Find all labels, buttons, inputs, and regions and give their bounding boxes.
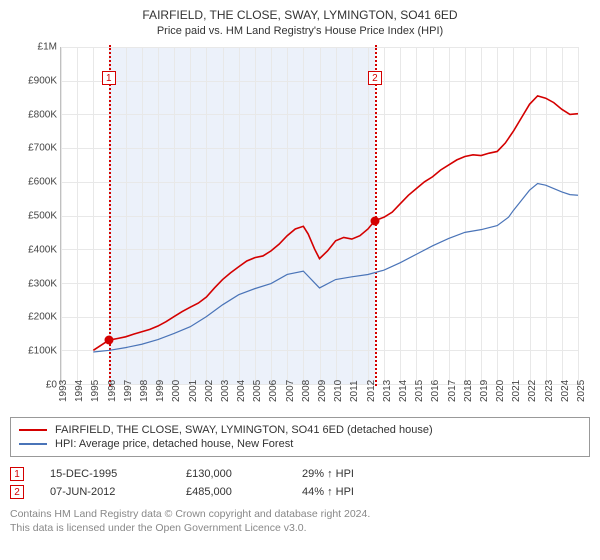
x-tick-label: 2014 <box>398 380 409 402</box>
event-date-2: 07-JUN-2012 <box>50 486 160 498</box>
events-table: 1 15-DEC-1995 £130,000 29% ↑ HPI 2 07-JU… <box>10 465 590 501</box>
legend-row-property: FAIRFIELD, THE CLOSE, SWAY, LYMINGTON, S… <box>19 423 581 437</box>
x-tick-label: 1994 <box>74 380 85 402</box>
event-badge-2: 2 <box>10 485 24 499</box>
x-tick-label: 1995 <box>90 380 101 402</box>
x-tick-label: 2006 <box>268 380 279 402</box>
footer-line-1: Contains HM Land Registry data © Crown c… <box>10 507 590 521</box>
gridline-v <box>578 47 579 384</box>
footer-attribution: Contains HM Land Registry data © Crown c… <box>10 507 590 535</box>
x-tick-label: 2002 <box>204 380 215 402</box>
y-tick-label: £1M <box>10 42 57 53</box>
legend-swatch-hpi <box>19 443 47 445</box>
event-date-1: 15-DEC-1995 <box>50 468 160 480</box>
chart-title: FAIRFIELD, THE CLOSE, SWAY, LYMINGTON, S… <box>10 8 590 22</box>
chart-subtitle: Price paid vs. HM Land Registry's House … <box>10 25 590 37</box>
event-delta-1: 29% ↑ HPI <box>302 468 354 480</box>
y-tick-label: £400K <box>10 244 57 255</box>
x-tick-label: 2023 <box>544 380 555 402</box>
x-tick-label: 2022 <box>527 380 538 402</box>
event-price-2: £485,000 <box>186 486 276 498</box>
titles: FAIRFIELD, THE CLOSE, SWAY, LYMINGTON, S… <box>10 8 590 37</box>
x-tick-label: 2015 <box>414 380 425 402</box>
x-tick-label: 2001 <box>188 380 199 402</box>
event-badge-1: 1 <box>10 467 24 481</box>
x-tick-label: 2008 <box>301 380 312 402</box>
x-tick-label: 1993 <box>58 380 69 402</box>
x-tick-label: 2009 <box>317 380 328 402</box>
x-tick-label: 2024 <box>560 380 571 402</box>
x-tick-label: 1999 <box>155 380 166 402</box>
legend-label-hpi: HPI: Average price, detached house, New … <box>55 438 293 450</box>
x-tick-label: 2019 <box>479 380 490 402</box>
x-tick-label: 1998 <box>139 380 150 402</box>
event-row-2: 2 07-JUN-2012 £485,000 44% ↑ HPI <box>10 483 590 501</box>
plot-region: 12 <box>60 47 578 385</box>
x-tick-label: 2003 <box>220 380 231 402</box>
x-tick-label: 2018 <box>463 380 474 402</box>
y-tick-label: £500K <box>10 211 57 222</box>
y-tick-label: £200K <box>10 312 57 323</box>
legend-row-hpi: HPI: Average price, detached house, New … <box>19 437 581 451</box>
series-svg <box>61 47 578 384</box>
chart-area: 12 £0 £100K £200K £300K £400K £500K £600K £700K… <box>10 41 590 411</box>
x-tick-label: 2005 <box>252 380 263 402</box>
x-tick-label: 2025 <box>576 380 587 402</box>
x-tick-label: 2021 <box>511 380 522 402</box>
event-delta-2: 44% ↑ HPI <box>302 486 354 498</box>
x-tick-label: 2011 <box>349 380 360 402</box>
chart-container: FAIRFIELD, THE CLOSE, SWAY, LYMINGTON, S… <box>0 0 600 560</box>
legend-swatch-property <box>19 429 47 431</box>
x-tick-label: 1997 <box>123 380 134 402</box>
y-tick-label: £300K <box>10 278 57 289</box>
legend-label-property: FAIRFIELD, THE CLOSE, SWAY, LYMINGTON, S… <box>55 424 433 436</box>
x-tick-label: 2012 <box>366 380 377 402</box>
y-tick-label: £600K <box>10 177 57 188</box>
y-tick-label: £0 <box>10 380 57 391</box>
x-tick-label: 2004 <box>236 380 247 402</box>
event-price-1: £130,000 <box>186 468 276 480</box>
footer-line-2: This data is licensed under the Open Gov… <box>10 521 590 535</box>
y-tick-label: £900K <box>10 75 57 86</box>
y-tick-label: £700K <box>10 143 57 154</box>
series-line-property <box>93 96 578 350</box>
y-tick-label: £100K <box>10 346 57 357</box>
x-tick-label: 1996 <box>107 380 118 402</box>
legend: FAIRFIELD, THE CLOSE, SWAY, LYMINGTON, S… <box>10 417 590 457</box>
x-tick-label: 2020 <box>495 380 506 402</box>
x-tick-label: 2007 <box>285 380 296 402</box>
series-line-hpi <box>93 183 578 351</box>
x-tick-label: 2013 <box>382 380 393 402</box>
y-tick-label: £800K <box>10 109 57 120</box>
x-tick-label: 2017 <box>447 380 458 402</box>
x-tick-label: 2000 <box>171 380 182 402</box>
event-row-1: 1 15-DEC-1995 £130,000 29% ↑ HPI <box>10 465 590 483</box>
x-tick-label: 2010 <box>333 380 344 402</box>
x-tick-label: 2016 <box>430 380 441 402</box>
